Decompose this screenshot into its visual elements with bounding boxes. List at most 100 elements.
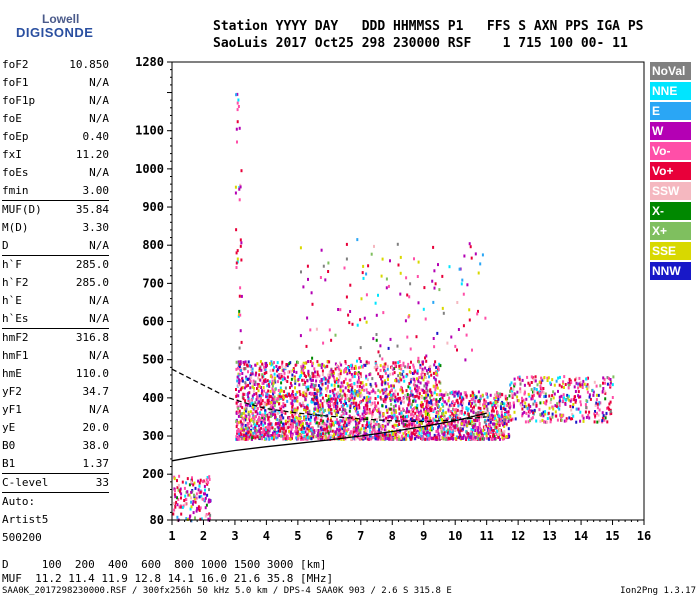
param-row: h`E N/A xyxy=(2,292,109,310)
echo-point xyxy=(238,187,241,191)
echo-point xyxy=(492,414,495,418)
echo-point xyxy=(492,401,495,405)
echo-point xyxy=(470,409,473,413)
echo-point xyxy=(267,423,270,426)
echo-point xyxy=(459,417,462,421)
echo-point xyxy=(302,364,305,368)
echo-point xyxy=(330,407,332,411)
echo-point xyxy=(328,328,331,332)
echo-point xyxy=(407,420,410,424)
echo-point xyxy=(390,437,393,441)
echo-point xyxy=(399,292,402,296)
echo-point xyxy=(363,426,366,430)
echo-point xyxy=(336,399,338,403)
echo-point xyxy=(320,248,323,252)
echo-point xyxy=(251,367,254,371)
echo-point xyxy=(330,434,333,438)
echo-point xyxy=(562,393,565,397)
echo-point xyxy=(431,403,434,407)
echo-point xyxy=(426,371,429,375)
echo-point xyxy=(267,382,270,386)
echo-point xyxy=(242,420,245,424)
param-row: 500200 xyxy=(2,529,109,547)
echo-point xyxy=(267,415,270,419)
echo-point xyxy=(239,286,242,290)
echo-point xyxy=(305,375,307,379)
echo-point xyxy=(601,390,604,393)
echo-point xyxy=(258,369,261,372)
echo-point xyxy=(447,436,450,440)
echo-point xyxy=(243,437,246,441)
echo-point xyxy=(527,414,530,418)
echo-point xyxy=(392,384,395,388)
echo-point xyxy=(197,507,200,511)
echo-point xyxy=(317,384,320,388)
echo-point xyxy=(512,405,515,409)
echo-point xyxy=(386,395,389,399)
echo-point xyxy=(453,425,456,429)
echo-point xyxy=(387,346,390,350)
echo-point xyxy=(350,388,353,392)
echo-point xyxy=(406,415,408,418)
echo-point xyxy=(321,378,324,381)
echo-point xyxy=(388,437,390,441)
echo-point xyxy=(485,404,488,408)
echo-point xyxy=(422,437,425,441)
echo-point xyxy=(436,433,439,437)
echo-point xyxy=(406,409,409,413)
echo-point xyxy=(568,416,571,420)
echo-point xyxy=(271,403,274,407)
echo-point xyxy=(252,407,255,411)
echo-point xyxy=(418,421,421,425)
echo-point xyxy=(398,360,401,363)
echo-point xyxy=(339,393,342,397)
echo-point xyxy=(268,380,271,384)
echo-point xyxy=(352,401,355,405)
echo-point xyxy=(421,414,424,418)
echo-point xyxy=(389,398,392,402)
echo-point xyxy=(273,432,276,436)
echo-point xyxy=(378,423,381,427)
echo-point xyxy=(594,414,597,418)
echo-point xyxy=(322,432,324,436)
echo-point xyxy=(473,422,476,426)
echo-point xyxy=(309,418,312,422)
echo-points xyxy=(172,92,615,523)
echo-point xyxy=(190,500,193,504)
param-value: 3.00 xyxy=(82,184,110,197)
echo-point xyxy=(533,377,536,381)
echo-point xyxy=(235,420,238,424)
echo-point xyxy=(544,401,546,405)
echo-point xyxy=(416,384,419,388)
echo-point xyxy=(302,404,305,407)
echo-point xyxy=(379,395,382,399)
echo-point xyxy=(424,426,427,430)
echo-point xyxy=(428,368,431,371)
echo-point xyxy=(467,407,470,411)
echo-point xyxy=(404,418,406,422)
echo-point xyxy=(362,264,365,268)
echo-point xyxy=(290,419,293,423)
echo-point xyxy=(527,420,530,424)
echo-point xyxy=(425,393,428,397)
echo-point xyxy=(433,376,436,380)
echo-point xyxy=(327,261,330,265)
echo-point xyxy=(384,381,387,385)
echo-point xyxy=(540,386,543,390)
echo-point xyxy=(523,405,526,409)
echo-point xyxy=(317,416,320,420)
echo-point xyxy=(505,435,508,438)
echo-point xyxy=(239,238,242,242)
echo-point xyxy=(313,412,316,416)
echo-point xyxy=(455,399,458,403)
echo-point xyxy=(405,374,408,378)
echo-point xyxy=(379,368,382,372)
echo-point xyxy=(267,398,269,402)
echo-point xyxy=(279,386,282,390)
echo-point xyxy=(256,362,259,366)
echo-point xyxy=(402,407,405,411)
echo-point xyxy=(190,478,193,482)
echo-point xyxy=(400,436,403,440)
echo-point xyxy=(340,363,343,367)
echo-point xyxy=(192,511,195,515)
